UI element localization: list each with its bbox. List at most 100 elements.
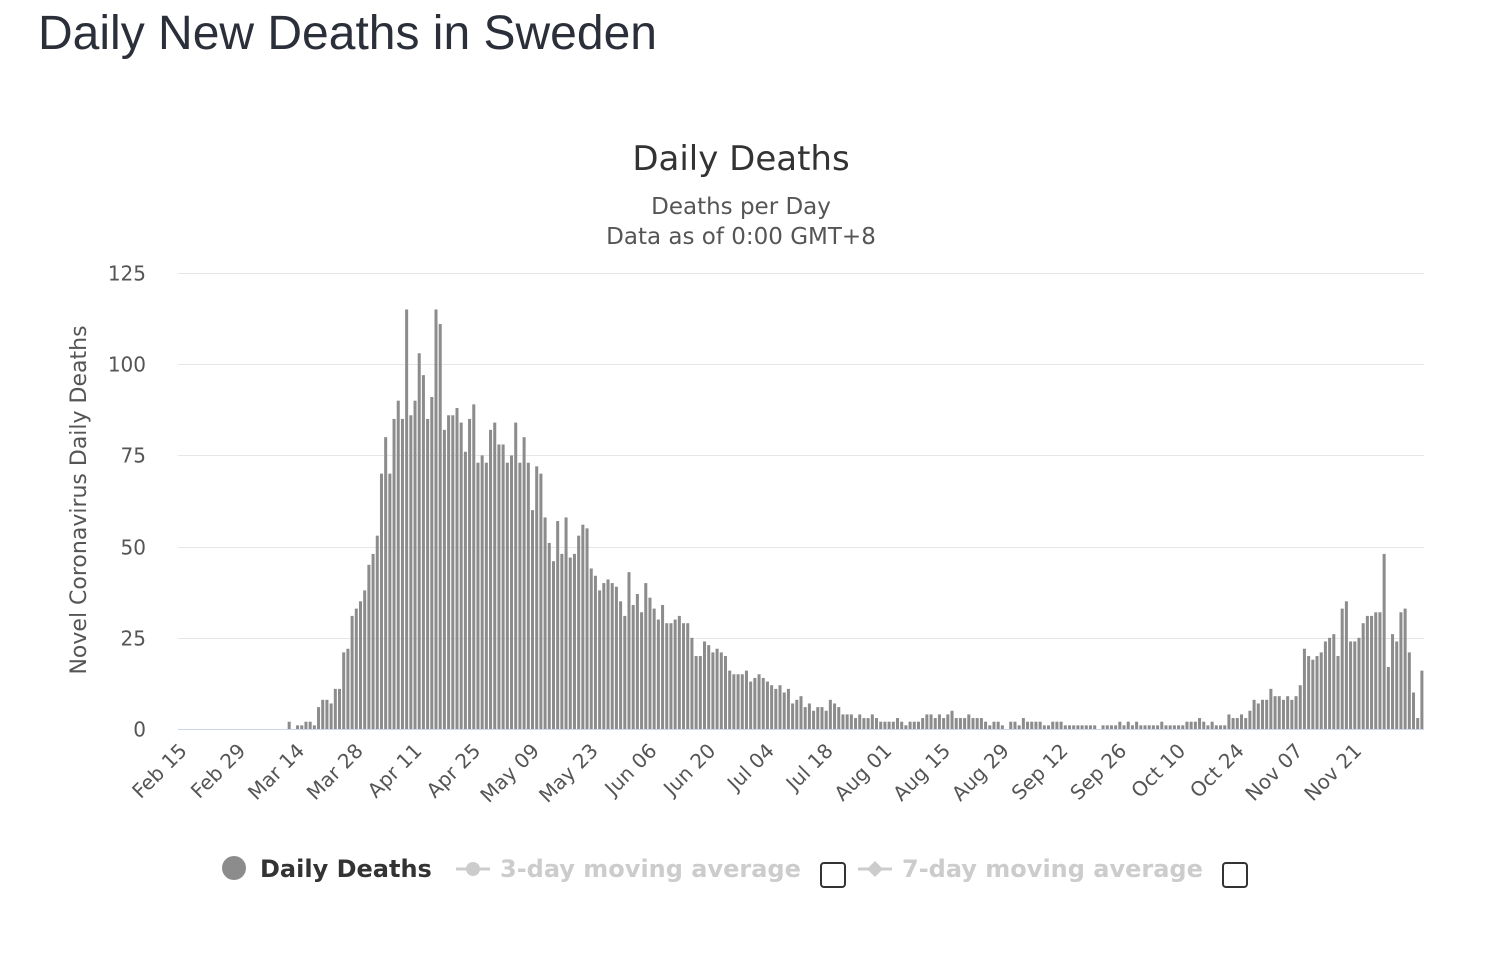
x-tick-label: Sep 26 — [1065, 739, 1131, 805]
legend-item-3-day-average[interactable]: 3-day moving average — [456, 855, 846, 888]
bar — [354, 608, 358, 729]
bar — [757, 674, 761, 729]
bar — [1273, 696, 1277, 729]
bar — [728, 670, 732, 729]
bar — [287, 721, 291, 729]
bar — [1080, 725, 1084, 729]
chart-title: Daily Deaths — [632, 139, 849, 179]
bar — [979, 718, 983, 729]
page-title: Daily New Deaths in Sweden — [38, 7, 657, 60]
bar — [807, 703, 811, 729]
bar — [673, 619, 677, 729]
bar — [627, 572, 631, 729]
bar — [778, 685, 782, 729]
bar — [820, 707, 824, 729]
bar — [1391, 634, 1395, 729]
bar — [1370, 615, 1374, 729]
bar — [413, 400, 417, 729]
bar — [719, 652, 723, 729]
bar — [1051, 721, 1055, 729]
bar — [1172, 725, 1176, 729]
bar — [677, 615, 681, 729]
bar — [1147, 725, 1151, 729]
bar — [1265, 699, 1269, 729]
bar — [1193, 721, 1197, 729]
bar — [325, 699, 329, 729]
bar — [765, 681, 769, 729]
bar — [489, 429, 493, 729]
bar — [350, 615, 354, 729]
bar — [342, 652, 346, 729]
bar — [644, 583, 648, 729]
bar — [900, 721, 904, 729]
bar — [564, 517, 568, 729]
bar — [828, 699, 832, 729]
bar — [744, 670, 748, 729]
bar — [1030, 721, 1034, 729]
bar — [1374, 612, 1378, 729]
bar — [363, 590, 367, 729]
bar — [1277, 696, 1281, 729]
bar — [296, 725, 300, 729]
bar — [1139, 725, 1143, 729]
bar — [1055, 721, 1059, 729]
bar — [497, 444, 501, 729]
bar — [308, 721, 312, 729]
bar — [338, 688, 342, 729]
bar — [740, 674, 744, 729]
bar — [1235, 718, 1239, 729]
x-tick-label: Oct 10 — [1126, 739, 1190, 803]
bar — [384, 437, 388, 729]
bar — [438, 324, 442, 729]
x-tick-label: Aug 29 — [947, 739, 1014, 806]
bar — [1248, 710, 1252, 729]
legend-checkbox-3-day[interactable] — [820, 862, 846, 888]
bar — [518, 462, 522, 729]
bar — [530, 510, 535, 729]
bar — [1160, 721, 1164, 729]
bar — [1047, 725, 1051, 729]
bar — [652, 608, 656, 729]
bar — [858, 714, 862, 729]
bar — [1177, 725, 1181, 729]
bar — [1403, 608, 1407, 729]
bar — [543, 517, 547, 729]
bar — [958, 718, 962, 729]
bar — [1365, 615, 1369, 729]
bar — [493, 422, 497, 729]
legend-item-daily-deaths[interactable]: Daily Deaths — [222, 855, 432, 883]
bar — [870, 714, 874, 729]
bar — [447, 415, 451, 729]
bar — [610, 583, 614, 729]
bar — [749, 681, 753, 729]
bar — [1114, 725, 1118, 729]
legend-checkbox-7-day[interactable] — [1222, 862, 1248, 888]
bar — [1156, 725, 1160, 729]
x-tick-label: Aug 15 — [888, 739, 955, 806]
bar — [736, 674, 740, 729]
bar — [388, 473, 392, 729]
bar — [950, 710, 954, 729]
bar — [560, 553, 564, 729]
bar — [1105, 725, 1109, 729]
bar — [426, 418, 430, 729]
bar — [912, 721, 916, 729]
legend-item-7-day-average[interactable]: 7-day moving average — [858, 855, 1248, 888]
x-tick-label: Jun 20 — [657, 739, 720, 802]
bar — [1269, 688, 1273, 729]
bar — [300, 725, 304, 729]
bar — [883, 721, 887, 729]
grid-lines — [178, 273, 1424, 639]
y-axis-ticks: 0 25 50 75 100 125 — [108, 262, 146, 742]
bar — [942, 718, 946, 729]
bar — [1353, 641, 1357, 729]
bar — [686, 623, 690, 729]
bar — [841, 714, 845, 729]
bar — [442, 429, 446, 729]
bar — [1072, 725, 1076, 729]
bar — [753, 677, 757, 729]
y-axis-title: Novel Coronavirus Daily Deaths — [67, 325, 92, 674]
bar — [1252, 699, 1256, 729]
bar — [1214, 725, 1218, 729]
